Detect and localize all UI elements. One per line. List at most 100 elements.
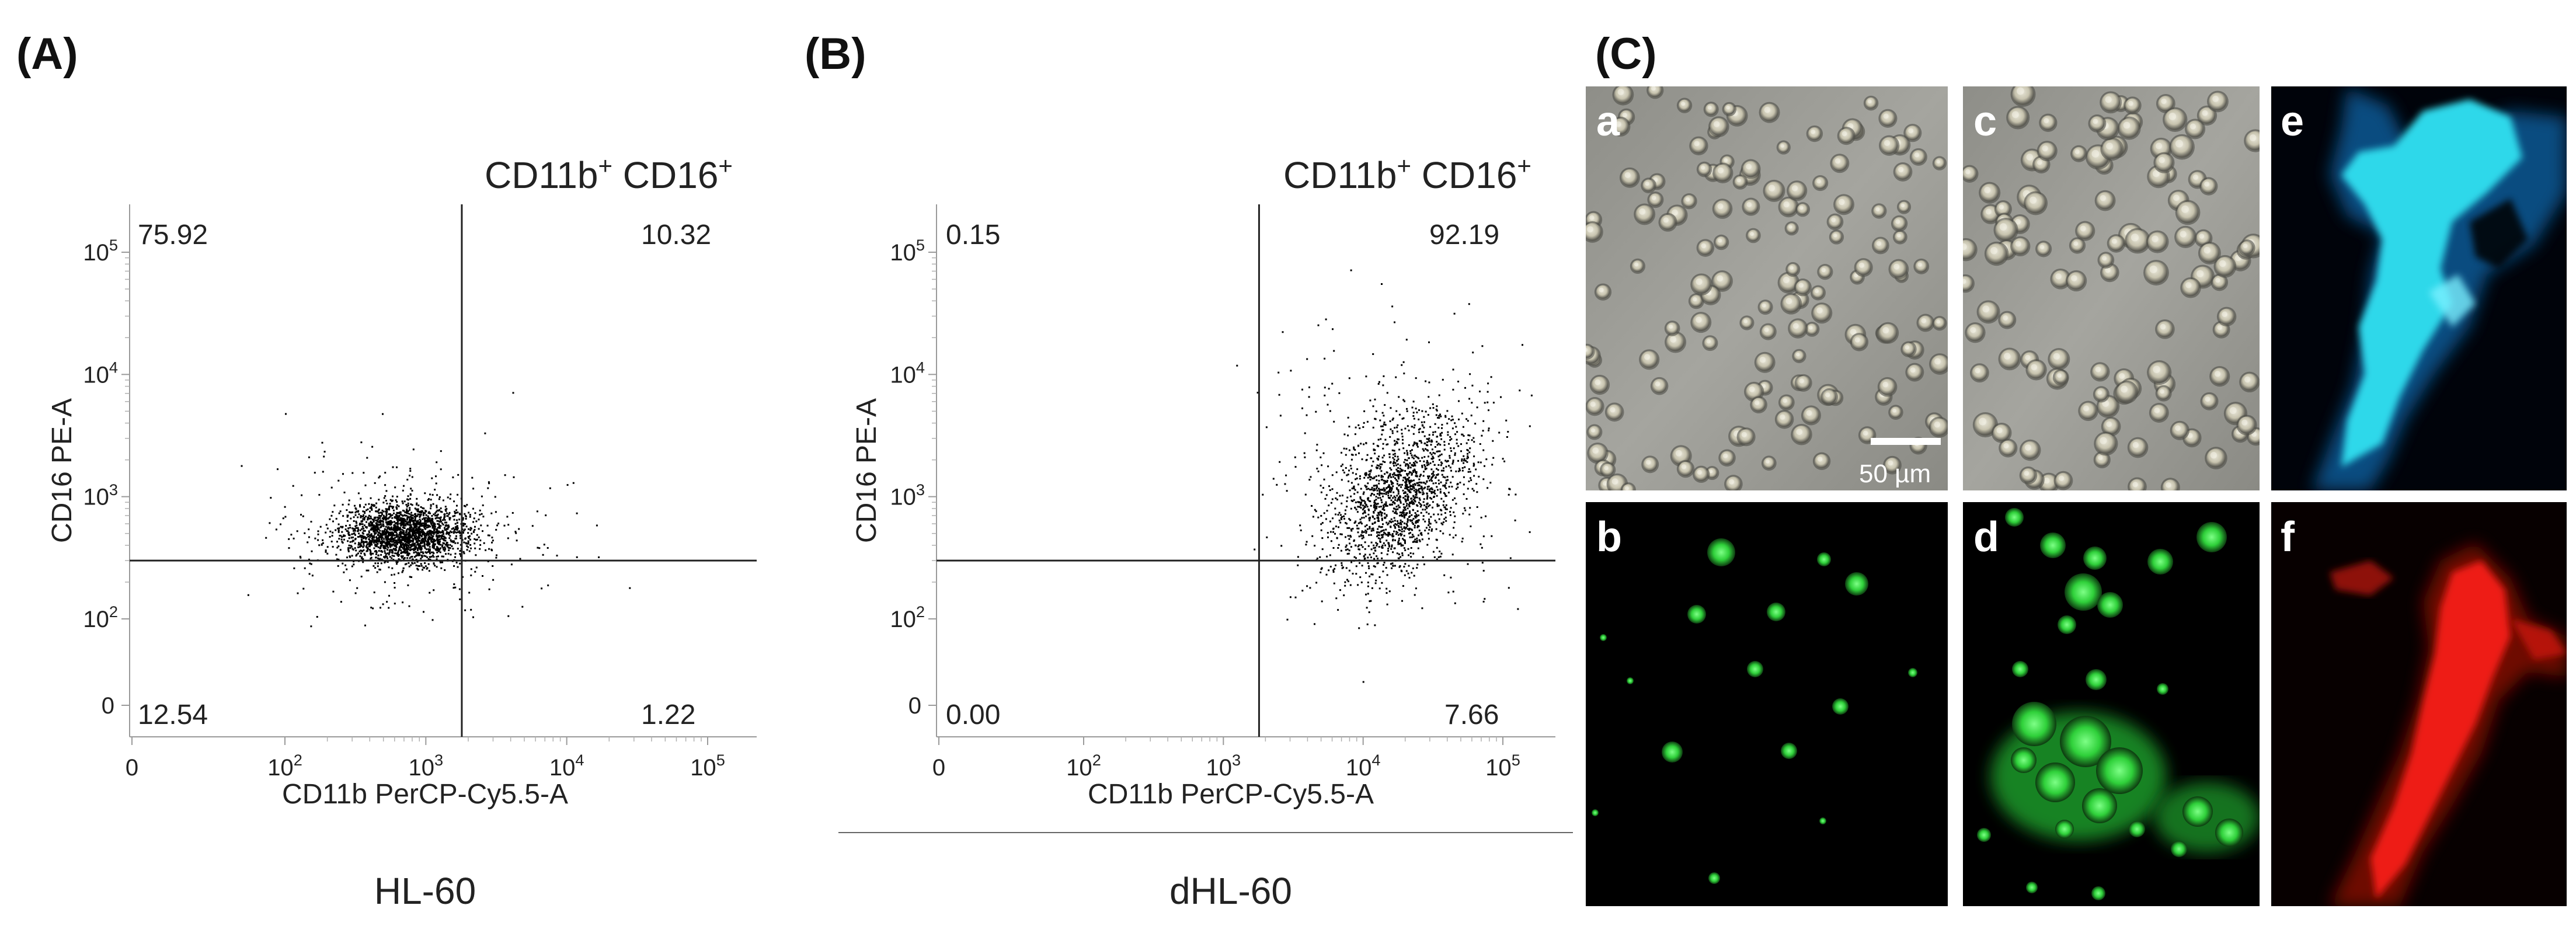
- cell: [2088, 114, 2107, 133]
- cell: [1984, 241, 2009, 266]
- cell: [2205, 447, 2227, 469]
- y-tick-label: 105: [890, 236, 925, 266]
- scale-bar-label: 50 µm: [1859, 459, 1931, 488]
- cell: [1610, 116, 1631, 137]
- cell: [1903, 124, 1922, 142]
- cell: [2097, 252, 2115, 269]
- cell: [1905, 363, 1924, 382]
- cell: [1999, 438, 2018, 458]
- x-tick: 103: [1206, 737, 1357, 781]
- y-tick: 103: [83, 380, 130, 510]
- cell: [1877, 322, 1899, 344]
- micrograph-d-label: d: [1973, 514, 1999, 561]
- y-tick: 0: [102, 693, 130, 719]
- cell: [1801, 405, 1821, 426]
- fluorescent-cell: [2091, 886, 2105, 900]
- cell: [1757, 300, 1773, 315]
- cell: [1778, 196, 1799, 218]
- cell: [1676, 98, 1693, 113]
- cell: [1826, 213, 1844, 231]
- cell: [2146, 230, 2169, 253]
- fluorescent-cell: [2129, 821, 2145, 837]
- panel-a-events: [241, 392, 631, 628]
- fluorescent-cell: [2171, 841, 2187, 857]
- fluorescent-cell: [2196, 522, 2227, 552]
- cell: [1658, 213, 1677, 232]
- cell: [2094, 190, 2116, 211]
- y-tick: 103: [890, 380, 937, 510]
- cell: [2175, 200, 2201, 225]
- cell: [1732, 174, 1748, 190]
- fluorescent-cell: [2065, 573, 2102, 611]
- fluorescent-cell: [1781, 743, 1797, 759]
- cell: [1993, 217, 2018, 243]
- panel-a-y-axis-label: CD16 PE-A: [47, 398, 78, 543]
- panel-c-letter: (C): [1595, 29, 1657, 79]
- cell: [1830, 154, 1850, 173]
- cell: [1634, 203, 1656, 225]
- fluorescent-cell: [2005, 508, 2024, 527]
- panel-b-sample-label: dHL-60: [1169, 870, 1292, 912]
- micrograph-b-label: b: [1596, 514, 1622, 561]
- cell: [1665, 331, 1687, 353]
- cell: [1998, 311, 2017, 329]
- y-tick-label: 0: [908, 693, 921, 719]
- x-tick-label: 105: [690, 751, 725, 781]
- cell: [1787, 180, 1808, 201]
- cell: [2236, 415, 2257, 436]
- cell: [1812, 175, 1829, 192]
- cell: [1871, 203, 1887, 219]
- cell: [2160, 478, 2180, 490]
- cell: [2053, 471, 2073, 490]
- fluorescent-cell: [2012, 702, 2056, 746]
- cell: [1586, 221, 1603, 243]
- cell: [1746, 228, 1761, 243]
- cell: [1641, 455, 1659, 474]
- cell: [1963, 165, 1979, 183]
- panel-a-quadrant-title: CD11b+ CD16+: [485, 152, 733, 196]
- cell: [1639, 349, 1660, 370]
- cell: [1703, 102, 1719, 117]
- cell: [1794, 374, 1812, 392]
- x-tick-label: 0: [126, 755, 138, 781]
- cell: [2094, 431, 2118, 456]
- fluorescent-cell: [1767, 603, 1785, 621]
- cell: [1795, 202, 1811, 217]
- cell: [2238, 239, 2255, 256]
- cell: [2153, 152, 2175, 173]
- panel-b-quadrant-title: CD11b+ CD16+: [1283, 152, 1531, 196]
- fluorescent-cell: [2058, 615, 2076, 634]
- cell: [1900, 341, 1917, 357]
- cell: [2198, 242, 2221, 264]
- cell: [1778, 394, 1795, 411]
- cell: [2025, 359, 2047, 381]
- panel-b-x-axis-label: CD11b PerCP-Cy5.5-A: [1088, 779, 1374, 810]
- cell: [2039, 113, 2058, 132]
- cell: [1829, 229, 1844, 245]
- y-tick: 105: [890, 236, 937, 266]
- cell: [1976, 300, 2000, 324]
- cell: [1722, 102, 1737, 117]
- y-tick: 104: [890, 257, 937, 388]
- cell: [1792, 349, 1806, 363]
- cell: [2170, 420, 2189, 440]
- fluorescent-cell: [1627, 677, 1634, 684]
- cell: [1784, 221, 1799, 236]
- fluorescent-cell: [1817, 552, 1831, 566]
- panel-b-letter: (B): [805, 29, 866, 79]
- micrograph-c-label: c: [1973, 98, 1997, 145]
- cell: [1833, 194, 1854, 215]
- cell: [1712, 162, 1733, 184]
- panel-a-quadrant-gates: [130, 204, 757, 737]
- cell: [1690, 273, 1712, 296]
- micrograph-a-label: a: [1596, 98, 1620, 145]
- fluorescent-cell: [2182, 796, 2213, 827]
- x-tick-label: 105: [1485, 751, 1520, 781]
- cell: [2185, 119, 2206, 140]
- cell: [2107, 234, 2126, 253]
- fluorescent-cell: [1592, 809, 1599, 816]
- cell: [1932, 156, 1947, 170]
- cell: [1979, 182, 2001, 204]
- panel-a-plot-frame: [129, 204, 757, 737]
- x-tick: 105: [690, 737, 725, 781]
